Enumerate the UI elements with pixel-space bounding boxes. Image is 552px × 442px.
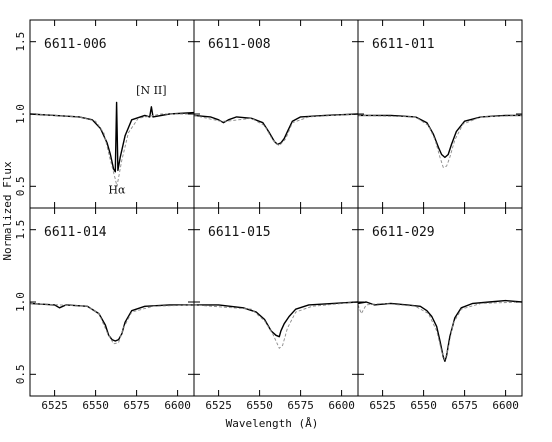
y-tick-label: 1.5 (14, 220, 27, 240)
x-tick-label: 6550 (246, 399, 273, 412)
model-spectrum-line-5 (357, 301, 523, 361)
y-tick-label: 1.5 (14, 32, 27, 52)
x-tick-label: 6600 (492, 399, 519, 412)
x-tick-label: 6600 (328, 399, 355, 412)
y-tick-label: 0.5 (14, 176, 27, 196)
y-axis-title: Normalized Flux (1, 161, 14, 261)
panel-label: 6611-008 (208, 37, 271, 52)
model-spectrum-line-0 (29, 113, 194, 187)
panel-label: 6611-029 (372, 225, 435, 240)
panel-6611-029: 6525 6550 6575 6600 6611-029 (357, 207, 523, 412)
x-tick-label: 6575 (287, 399, 314, 412)
x-tick-label: 6525 (205, 399, 232, 412)
panel-6611-014: 6525 6550 6575 6600 0.5 1.0 1.5 6611-014 (14, 207, 195, 412)
observed-spectrum-line-3 (29, 302, 194, 342)
x-tick-label: 6575 (123, 399, 150, 412)
observed-spectrum-line-0 (29, 101, 195, 173)
x-tick-label: 6525 (369, 399, 396, 412)
x-tick-label: 6550 (410, 399, 437, 412)
x-tick-label: 6600 (164, 399, 191, 412)
x-tick-label: 6550 (82, 399, 109, 412)
panel-label: 6611-006 (44, 37, 107, 52)
panel-6611-011: 6611-011 (357, 19, 523, 209)
model-spectrum-line-2 (357, 114, 523, 168)
observed-spectrum-line-5 (357, 299, 523, 362)
panel-label: 6611-014 (44, 225, 107, 240)
panel-label: 6611-015 (208, 225, 271, 240)
panel-grid: 0.5 1.0 1.5 6611-006 [N II] Hα 6611-008 6611-01… (14, 19, 523, 412)
model-spectrum-line-4 (193, 301, 359, 349)
observed-spectrum-line-1 (193, 113, 359, 146)
panel-label: 6611-011 (372, 37, 435, 52)
x-axis-title: Wavelength (Å) (226, 417, 319, 430)
y-tick-label: 1.0 (14, 292, 27, 312)
panel-6611-015: 6525 6550 6575 6600 6611-015 (193, 207, 359, 412)
line-annotation: [N II] (136, 84, 166, 97)
x-tick-label: 6525 (41, 399, 68, 412)
observed-spectrum-line-4 (194, 301, 359, 338)
y-tick-label: 0.5 (14, 364, 27, 384)
y-tick-label: 1.0 (14, 104, 27, 124)
x-tick-label: 6575 (451, 399, 478, 412)
panel-6611-006: 0.5 1.0 1.5 6611-006 [N II] Hα (14, 19, 195, 209)
model-spectrum-line-1 (193, 113, 359, 147)
model-spectrum-line-3 (29, 302, 195, 345)
line-annotation: Hα (108, 184, 126, 197)
observed-spectrum-line-2 (358, 114, 522, 159)
